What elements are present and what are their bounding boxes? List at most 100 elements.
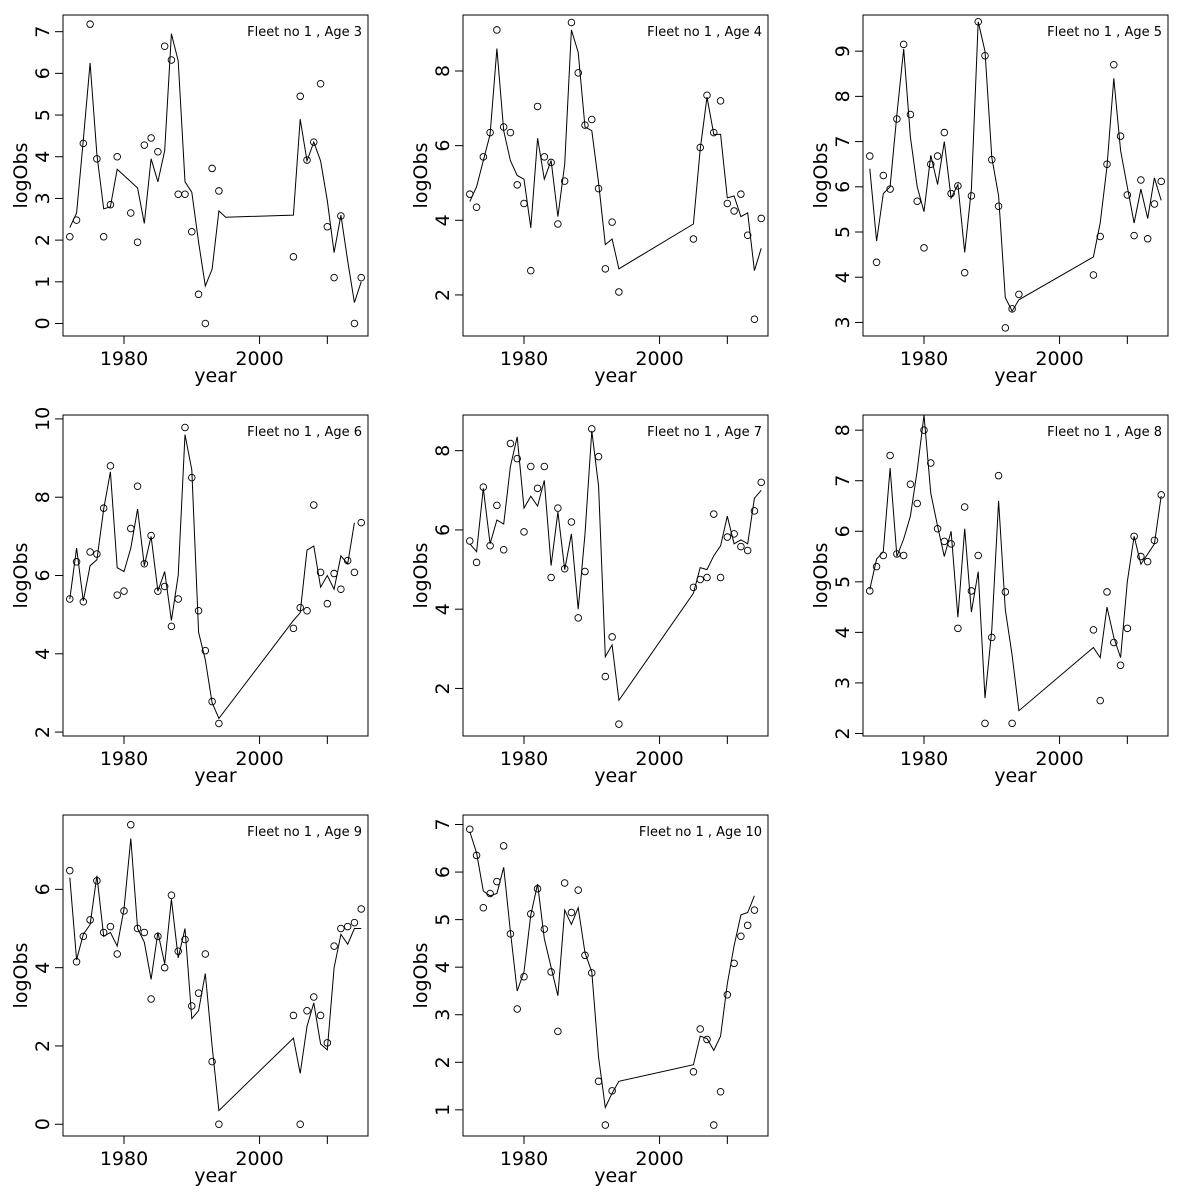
observed-point xyxy=(696,575,704,584)
observed-point xyxy=(188,1002,196,1010)
observed-point xyxy=(743,546,752,555)
x-tick-label: 2000 xyxy=(635,1148,683,1170)
y-axis-label: logObs xyxy=(10,543,32,609)
y-tick-label: 4 xyxy=(832,271,854,283)
observed-point xyxy=(547,573,555,582)
observed-point xyxy=(472,203,481,211)
observed-point xyxy=(743,231,752,239)
observed-point xyxy=(133,482,142,490)
observed-point xyxy=(120,907,128,915)
observed-point xyxy=(1137,552,1145,561)
x-tick-label: 1980 xyxy=(500,348,548,370)
x-tick-label: 2000 xyxy=(235,348,283,370)
y-tick-label: 5 xyxy=(32,109,54,121)
observed-point xyxy=(316,1011,325,1020)
observed-point xyxy=(506,439,515,448)
observed-point xyxy=(1116,661,1125,669)
observed-point xyxy=(79,932,88,941)
observed-point xyxy=(716,573,725,582)
observed-point xyxy=(730,959,738,968)
observed-point xyxy=(527,266,535,275)
y-tick-label: 2 xyxy=(432,682,454,694)
observed-point xyxy=(343,922,352,931)
observed-point xyxy=(330,942,338,950)
x-tick-label: 2000 xyxy=(635,348,683,370)
fitted-line xyxy=(69,838,362,1112)
plot-frame xyxy=(462,414,769,737)
observed-point xyxy=(716,97,725,105)
observed-point xyxy=(1008,719,1016,728)
observed-point xyxy=(513,454,521,463)
observed-point xyxy=(310,501,318,509)
observed-point xyxy=(289,624,298,633)
plot-frame xyxy=(462,814,769,1137)
observed-point xyxy=(967,192,976,200)
observed-point xyxy=(194,290,203,299)
observed-point xyxy=(913,197,921,206)
observed-point xyxy=(499,545,508,554)
observed-point xyxy=(757,214,765,223)
observed-point xyxy=(323,223,332,231)
y-tick-label: 4 xyxy=(432,961,454,973)
observed-point xyxy=(113,152,121,161)
observed-point xyxy=(737,542,745,551)
observed-point xyxy=(1143,235,1152,243)
observed-point xyxy=(66,595,74,603)
y-tick-label: 8 xyxy=(432,65,454,77)
observed-point xyxy=(560,879,569,887)
observed-point xyxy=(540,925,549,933)
observed-point xyxy=(723,199,732,208)
observed-point xyxy=(127,209,135,217)
observed-point xyxy=(106,922,115,931)
observed-point xyxy=(988,155,996,164)
observed-point xyxy=(879,551,888,560)
observed-point xyxy=(147,531,155,540)
observed-point xyxy=(893,550,901,558)
observed-point xyxy=(527,910,535,918)
observed-point xyxy=(357,273,365,282)
observed-point xyxy=(954,182,962,190)
observed-point xyxy=(560,565,569,573)
observed-point xyxy=(703,573,711,582)
observed-point xyxy=(160,582,169,591)
observed-point xyxy=(350,319,359,328)
x-axis-label: year xyxy=(194,1165,237,1187)
observed-point xyxy=(696,143,704,152)
observed-point xyxy=(208,1057,216,1066)
fitted-line xyxy=(869,414,1162,712)
observed-point xyxy=(343,556,352,565)
observed-point xyxy=(608,633,616,641)
y-tick-label: 6 xyxy=(432,524,454,536)
observed-point xyxy=(866,587,874,595)
observed-point xyxy=(357,518,365,527)
x-tick-label: 1980 xyxy=(900,348,948,370)
observed-point xyxy=(493,26,501,34)
observed-point xyxy=(581,567,589,576)
observed-point xyxy=(66,233,74,241)
observed-point xyxy=(920,244,928,252)
observed-point xyxy=(106,462,115,470)
observed-point xyxy=(350,568,359,577)
y-axis-label: logObs xyxy=(410,543,432,609)
observed-point xyxy=(479,483,488,491)
x-axis-label: year xyxy=(194,765,237,787)
observed-point xyxy=(899,551,908,560)
observed-point xyxy=(472,558,481,567)
observed-point xyxy=(181,190,189,199)
observed-point xyxy=(574,886,582,894)
y-tick-label: 2 xyxy=(32,1040,54,1052)
observed-point xyxy=(893,115,901,123)
observed-point xyxy=(472,851,481,860)
observed-point xyxy=(723,991,732,999)
observed-point xyxy=(581,951,589,960)
observed-point xyxy=(466,825,474,834)
y-tick-label: 6 xyxy=(432,140,454,152)
observed-point xyxy=(486,542,494,550)
y-tick-label: 6 xyxy=(32,883,54,895)
observed-point xyxy=(567,518,576,526)
observed-point xyxy=(594,452,603,461)
observed-point xyxy=(215,187,223,195)
